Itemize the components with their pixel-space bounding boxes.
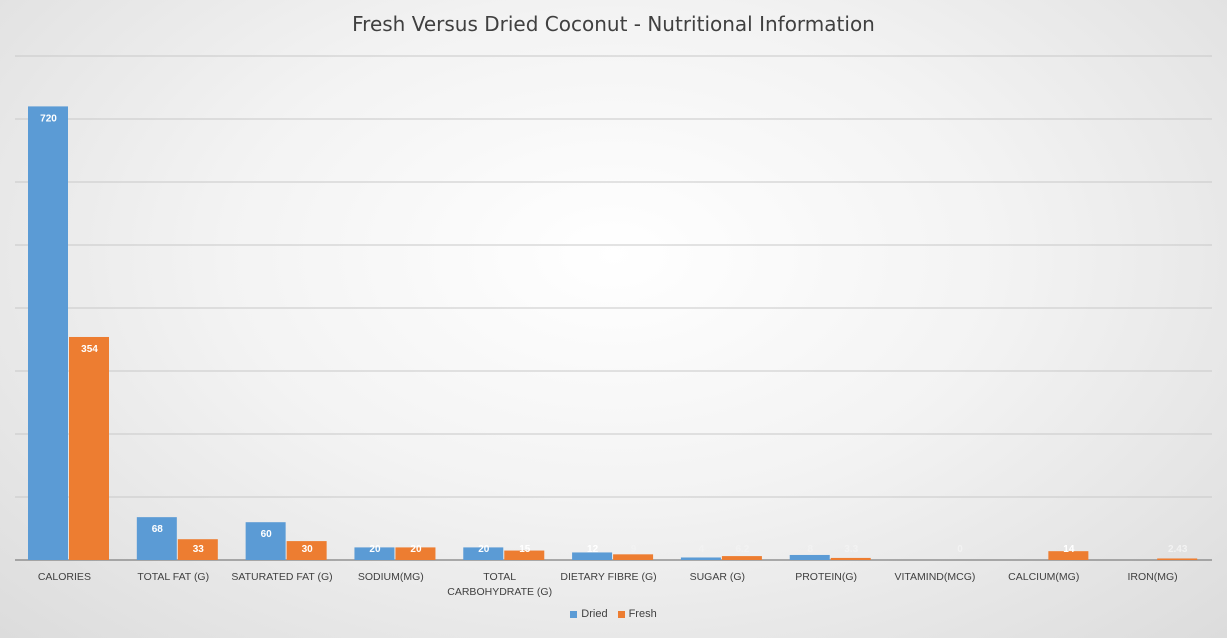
category-label: CALCIUM(MG) [1008,571,1079,583]
category-label: IRON(MG) [1128,571,1178,583]
category-label: SODIUM(MG) [358,571,424,583]
data-label: 6.2 [735,544,749,555]
data-label: 4 [699,544,705,555]
legend-item-fresh: Fresh [617,608,657,620]
bar-dried [136,517,177,560]
bar-dried [680,557,721,560]
data-label: 20 [478,544,490,555]
data-label: 12 [587,544,599,555]
bar-fresh [721,556,762,560]
category-label: SATURATED FAT (G) [231,571,332,583]
legend-item-dried: Dried [570,608,608,620]
bar-dried [789,554,830,560]
data-label: 354 [81,344,98,355]
legend-swatch-fresh [617,610,625,618]
category-label: VITAMIND(MCG) [895,571,976,583]
data-label: 720 [40,113,57,124]
legend: Dried Fresh [0,608,1227,620]
data-label: 33 [193,544,205,555]
bar-fresh [69,336,109,560]
category-label: TOTAL [483,571,516,583]
category-label: CARBOHYDRATE (G) [447,586,552,598]
chart-title: Fresh Versus Dried Coconut - Nutritional… [352,12,875,36]
data-label: 0 [957,544,963,555]
bar-dried [354,547,395,560]
legend-label-dried: Dried [581,608,608,620]
bar-dried [463,547,504,560]
bar-dried [572,552,613,560]
category-label: CALORIES [38,571,91,583]
bar-fresh [286,541,327,560]
bar-dried [245,522,286,560]
data-label: 2.43 [1168,544,1188,555]
bar-fresh [830,557,871,560]
legend-label-fresh: Fresh [628,608,657,620]
data-label: 9 [631,544,637,555]
bar-fresh [613,554,654,560]
data-label: 14 [1063,544,1075,555]
bar-fresh [504,550,545,560]
data-label: 8 [807,544,813,555]
category-label: DIETARY FIBRE (G) [560,571,656,583]
bar-fresh [1157,558,1198,560]
bar-fresh [1048,551,1089,560]
legend-swatch-dried [570,610,578,618]
data-label: 20 [410,544,422,555]
bar-dried [28,106,68,561]
bar-fresh [177,539,218,560]
data-label: 30 [302,544,314,555]
data-label: 68 [152,524,164,535]
category-label: TOTAL FAT (G) [137,571,209,583]
data-label: 15 [519,544,531,555]
category-label: SUGAR (G) [690,571,745,583]
data-label: 20 [369,544,381,555]
category-label: PROTEIN(G) [795,571,857,583]
data-label: 60 [261,529,273,540]
data-label: 3.3 [844,544,858,555]
bar-fresh [395,547,436,560]
